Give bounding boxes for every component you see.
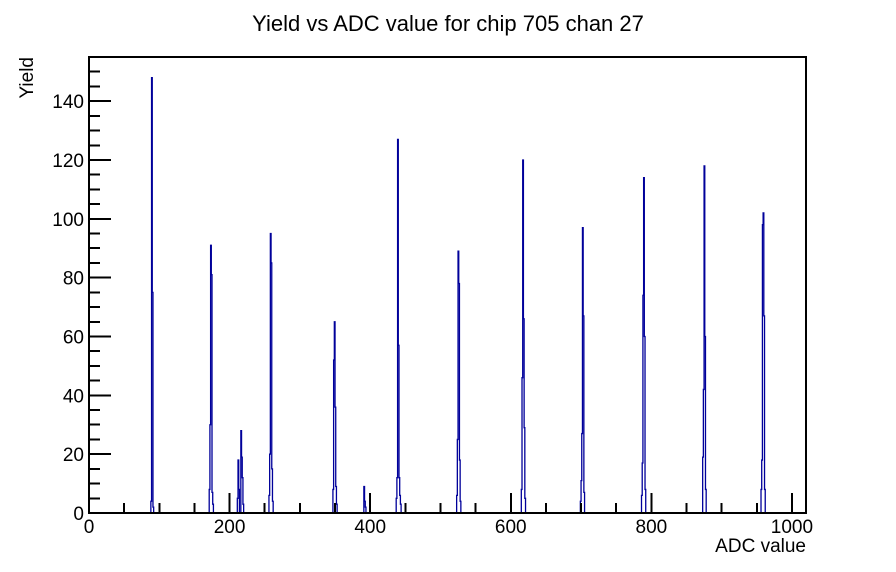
y-tick-label: 140 [52,92,84,113]
histogram-cluster [150,76,155,513]
x-tick-label: 0 [84,517,95,538]
histogram-cluster [760,212,766,513]
histogram-cluster [240,429,245,513]
y-tick-label: 60 [63,327,84,348]
histogram-cluster [455,250,462,513]
histogram-cluster [640,176,647,513]
x-tick-label: 400 [354,517,386,538]
histogram-cluster [520,159,527,513]
x-tick-label: 1000 [771,517,813,538]
y-tick-label: 80 [63,269,84,290]
y-tick-label: 100 [52,210,84,231]
y-axis-title: Yield [17,57,38,99]
plot-title: Yield vs ADC value for chip 705 chan 27 [252,11,644,36]
y-tick-label: 20 [63,445,84,466]
histogram-cluster [236,459,241,513]
plot-frame [88,56,807,514]
x-axis-title: ADC value [715,536,806,557]
y-tick-label: 120 [52,151,84,172]
x-tick-label: 600 [495,517,527,538]
histogram-cluster [579,226,586,513]
x-tick-label: 200 [214,517,246,538]
x-tick-label: 800 [636,517,668,538]
histogram-cluster [332,321,338,513]
histogram-series [150,76,766,513]
histogram-cluster [702,165,707,513]
histogram-cluster [395,138,402,513]
axes: 0 200 400 600 800 1000 0 20 40 60 80 100 120 140 [52,56,813,538]
histogram-cluster [363,485,367,513]
histogram-cluster [268,232,274,513]
y-tick-label: 40 [63,386,84,407]
histogram-cluster [208,244,215,513]
y-tick-label: 0 [73,504,84,525]
